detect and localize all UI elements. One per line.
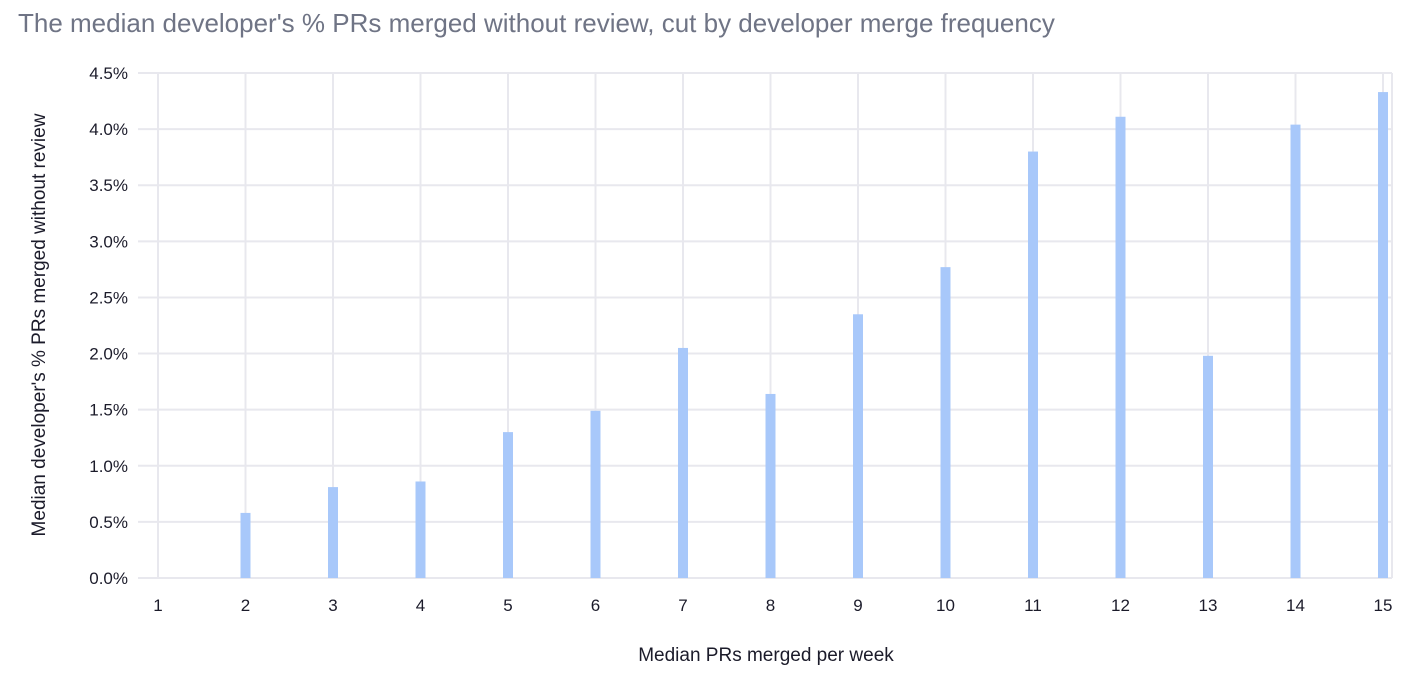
x-tick-label: 12 xyxy=(1111,596,1130,615)
y-axis-label: Median developer's % PRs merged without … xyxy=(29,113,50,536)
bar xyxy=(415,481,426,578)
bar xyxy=(1290,124,1301,578)
x-tick-label: 13 xyxy=(1199,596,1218,615)
bar xyxy=(678,347,688,578)
bar xyxy=(940,267,951,578)
bar xyxy=(1028,151,1038,579)
bar xyxy=(1378,92,1388,579)
x-tick-label: 5 xyxy=(503,596,512,615)
bar xyxy=(1115,116,1126,579)
x-tick-label: 10 xyxy=(936,596,955,615)
x-tick-label: 9 xyxy=(853,596,862,615)
chart-title: The median developer's % PRs merged with… xyxy=(18,8,1055,38)
bar xyxy=(590,410,601,578)
x-tick-label: 4 xyxy=(416,596,425,615)
x-tick-label: 1 xyxy=(153,596,162,615)
x-axis-label: Median PRs merged per week xyxy=(638,645,894,666)
bar xyxy=(765,393,776,578)
x-tick-label: 7 xyxy=(678,596,687,615)
bar xyxy=(1203,355,1213,578)
x-tick-label: 11 xyxy=(1024,596,1042,615)
y-tick-label: 3.0% xyxy=(89,232,128,251)
y-tick-label: 2.0% xyxy=(89,345,128,364)
y-tick-label: 0.0% xyxy=(89,569,128,588)
bar xyxy=(503,432,513,578)
y-tick-label: 2.5% xyxy=(89,288,128,307)
x-tick-label: 15 xyxy=(1374,596,1393,615)
bar xyxy=(240,512,251,578)
bar xyxy=(328,487,338,578)
x-tick-label: 3 xyxy=(328,596,337,615)
y-tick-label: 4.0% xyxy=(89,120,128,139)
x-tick-label: 8 xyxy=(766,596,775,615)
y-tick-label: 1.5% xyxy=(89,401,128,420)
y-tick-label: 3.5% xyxy=(89,176,128,195)
y-tick-label: 0.5% xyxy=(89,513,128,532)
bar xyxy=(853,314,863,578)
x-tick-label: 6 xyxy=(591,596,600,615)
y-tick-label: 1.0% xyxy=(89,457,128,476)
y-tick-label: 4.5% xyxy=(89,64,128,83)
x-tick-label: 14 xyxy=(1286,596,1305,615)
x-tick-label: 2 xyxy=(241,596,250,615)
